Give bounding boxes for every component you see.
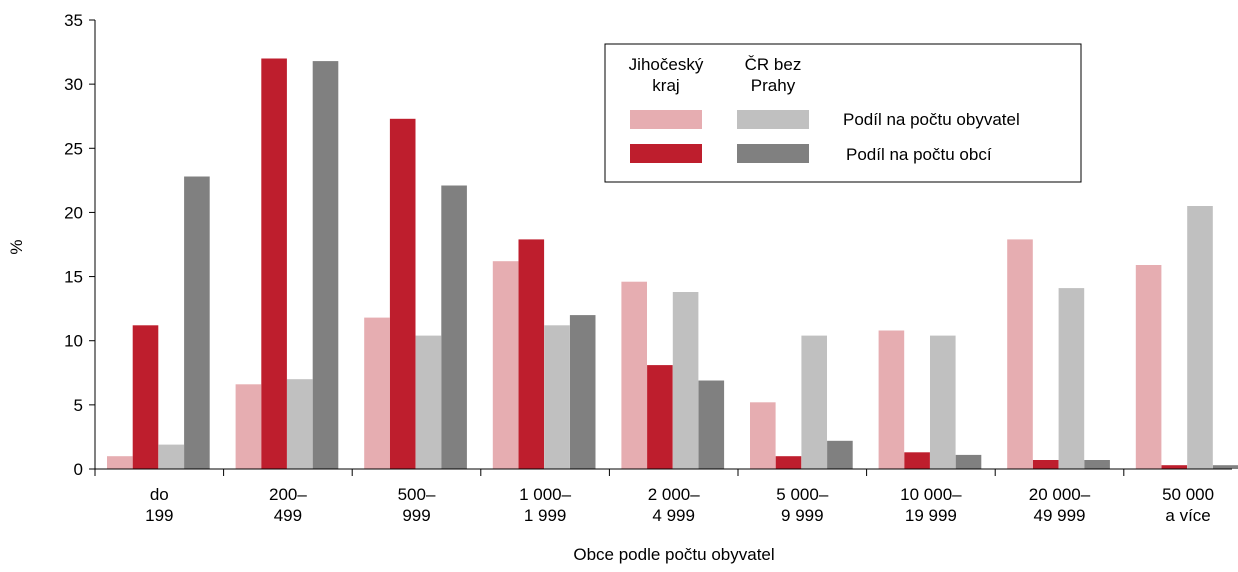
bar-jc_pop: [364, 317, 390, 469]
bar-cr_pop: [287, 379, 313, 469]
y-tick-layer: 0 5 10 15 20 25 30 35: [64, 11, 95, 479]
x-tick-label: 200–: [269, 485, 307, 504]
x-tick-label: 199: [145, 506, 173, 525]
bar-cr_mun: [827, 440, 853, 469]
bar-jc_mun: [904, 452, 930, 469]
bar-cr_pop: [1187, 206, 1213, 469]
legend-label-obyvatel: Podíl na počtu obyvatel: [843, 110, 1020, 129]
legend-swatch-cr-obyvatel: [737, 110, 809, 129]
bar-jc_mun: [1161, 465, 1188, 469]
bar-jc_pop: [235, 384, 262, 469]
bar-cr_mun: [569, 315, 596, 469]
bar-cr_pop: [930, 335, 956, 469]
legend-swatch-jihocesky-obci: [630, 144, 702, 163]
bar-cr_mun: [441, 185, 467, 469]
x-tick-label: a více: [1165, 506, 1210, 525]
x-tick-label: 500–: [398, 485, 436, 504]
x-tick-label: 4 999: [652, 506, 695, 525]
x-tick-label: 999: [402, 506, 430, 525]
x-tick-label: 19 999: [905, 506, 957, 525]
bar-cr_pop: [801, 335, 827, 469]
bar-jc_pop: [492, 261, 519, 469]
bar-jc_mun: [1032, 460, 1059, 469]
x-axis-title: Obce podle počtu obyvatel: [573, 545, 774, 564]
bar-jc_mun: [132, 325, 159, 469]
legend: Jihočeský kraj ČR bez Prahy Podíl na poč…: [604, 43, 1082, 183]
legend-swatch-cr-obci: [737, 144, 809, 163]
bar-cr_mun: [1212, 465, 1238, 469]
legend-col2-header-line1: ČR bez: [745, 55, 802, 74]
bar-cr_pop: [415, 335, 442, 469]
x-tick-label: 9 999: [781, 506, 824, 525]
x-tick-label: 20 000–: [1029, 485, 1091, 504]
bar-jc_pop: [1135, 265, 1162, 469]
y-tick-label: 20: [64, 203, 83, 222]
axes-layer: [94, 20, 1232, 470]
x-tick-label: 2 000–: [648, 485, 701, 504]
x-tick-layer: do 199 200– 499 500– 999 1 000– 1 999 2 000– 4 99…: [94, 469, 1214, 525]
y-tick-label: 0: [74, 460, 83, 479]
bar-jc_mun: [518, 239, 545, 469]
bar-cr_pop: [544, 325, 570, 469]
bar-cr_mun: [312, 61, 339, 469]
bar-layer: [107, 58, 1238, 470]
bar-jc_mun: [775, 456, 802, 469]
bar-cr_pop: [1058, 288, 1085, 469]
y-tick-label: 25: [64, 139, 83, 158]
bar-cr_mun: [698, 380, 725, 469]
x-tick-label: do: [150, 485, 169, 504]
legend-col1-header-line2: kraj: [652, 76, 679, 95]
legend-col1-header-line1: Jihočeský: [629, 55, 704, 74]
bar-cr_pop: [672, 292, 699, 469]
bar-jc_pop: [750, 402, 776, 469]
x-tick-label: 1 000–: [519, 485, 572, 504]
bar-cr_mun: [184, 176, 210, 469]
bar-jc_pop: [107, 456, 133, 469]
bar-cr_pop: [158, 444, 184, 469]
bar-jc_mun: [389, 118, 416, 470]
x-tick-label: 49 999: [1034, 506, 1086, 525]
x-tick-label: 1 999: [524, 506, 567, 525]
bar-cr_mun: [1084, 460, 1110, 469]
x-tick-label: 499: [274, 506, 302, 525]
legend-swatch-jihocesky-obyvatel: [630, 110, 702, 129]
bar-jc_pop: [621, 281, 647, 469]
legend-label-obci: Podíl na počtu obcí: [846, 145, 992, 164]
x-tick-label: 5 000–: [776, 485, 829, 504]
bar-jc_mun: [261, 58, 287, 469]
bar-jc_mun: [647, 365, 673, 469]
x-tick-label: 50 000: [1162, 485, 1214, 504]
bar-jc_pop: [878, 330, 905, 469]
bar-jc_pop: [1007, 239, 1033, 469]
y-axis-title: %: [7, 239, 26, 254]
y-tick-label: 15: [64, 268, 83, 287]
legend-col2-header-line2: Prahy: [751, 76, 796, 95]
x-tick-label: 10 000–: [900, 485, 962, 504]
bar-cr_mun: [955, 454, 982, 469]
y-tick-label: 5: [74, 396, 83, 415]
y-tick-label: 30: [64, 75, 83, 94]
y-tick-label: 35: [64, 11, 83, 30]
y-tick-label: 10: [64, 332, 83, 351]
